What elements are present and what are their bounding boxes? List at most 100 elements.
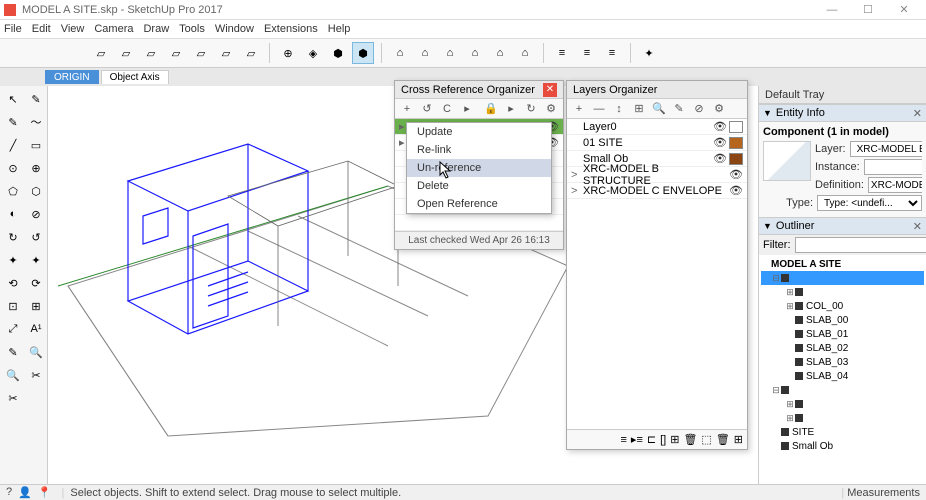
panel-close-icon[interactable]: ✕ — [913, 220, 922, 233]
panel-close-icon[interactable]: ✕ — [913, 107, 922, 120]
layers-list[interactable]: Layer0👁01 SITE👁Small Ob👁>XRC-MODEL B STR… — [567, 119, 747, 199]
maximize-button[interactable]: ☐ — [850, 0, 886, 20]
tool-4[interactable]: ╱ — [2, 134, 24, 156]
toolbar-button-14[interactable]: ⌂ — [464, 42, 486, 64]
layers-bottom-4[interactable]: ⊞ — [670, 433, 679, 446]
toolbar-button-11[interactable]: ⌂ — [389, 42, 411, 64]
tool-13[interactable]: ↺ — [25, 226, 47, 248]
layer-row[interactable]: >XRC-MODEL C ENVELOPE👁 — [567, 183, 747, 199]
tool-5[interactable]: ▭ — [25, 134, 47, 156]
toolbar-button-0[interactable]: ▱ — [90, 42, 112, 64]
toolbar-button-16[interactable]: ⌂ — [514, 42, 536, 64]
tool-8[interactable]: ⬠ — [2, 180, 24, 202]
minimize-button[interactable]: — — [814, 0, 850, 20]
context-menu[interactable]: UpdateRe-linkUn-referenceDeleteOpen Refe… — [406, 122, 552, 214]
user-icon[interactable]: 👤 — [18, 486, 32, 499]
outliner-item[interactable]: ⊞COL_00 — [761, 299, 924, 313]
toolbar-button-8[interactable]: ◈ — [302, 42, 324, 64]
menu-camera[interactable]: Camera — [94, 23, 133, 35]
layers-tool-2[interactable]: ↕ — [611, 101, 627, 117]
outliner-root[interactable]: MODEL A SITE — [761, 257, 924, 271]
tool-11[interactable]: ⊘ — [25, 203, 47, 225]
tool-22[interactable]: ✎ — [2, 341, 24, 363]
toolbar-button-10[interactable]: ⬢ — [352, 42, 374, 64]
definition-input[interactable] — [868, 177, 922, 193]
tool-2[interactable]: ✎ — [2, 111, 24, 133]
instance-input[interactable] — [864, 159, 922, 175]
tool-14[interactable]: ✦ — [2, 249, 24, 271]
tool-12[interactable]: ↻ — [2, 226, 24, 248]
toolbar-button-9[interactable]: ⬢ — [327, 42, 349, 64]
tool-6[interactable]: ⊙ — [2, 157, 24, 179]
geo-icon[interactable]: 📍 — [38, 486, 52, 499]
layers-organizer-panel[interactable]: Layers Organizer +—↕⊞🔍✎⊘⚙ Layer0👁01 SITE… — [566, 80, 748, 450]
outliner-item[interactable]: SLAB_03 — [761, 355, 924, 369]
context-update[interactable]: Update — [407, 123, 551, 141]
tab-object-axis[interactable]: Object Axis — [101, 70, 169, 84]
tool-16[interactable]: ⟲ — [2, 272, 24, 294]
menu-window[interactable]: Window — [215, 23, 254, 35]
tool-0[interactable]: ↖ — [2, 88, 24, 110]
help-icon[interactable]: ? — [6, 486, 12, 499]
menu-tools[interactable]: Tools — [179, 23, 205, 35]
toolbar-button-1[interactable]: ▱ — [115, 42, 137, 64]
menu-extensions[interactable]: Extensions — [264, 23, 318, 35]
toolbar-button-18[interactable]: ≡ — [576, 42, 598, 64]
menu-view[interactable]: View — [61, 23, 85, 35]
tool-10[interactable]: ◐ — [2, 203, 24, 225]
toolbar-button-15[interactable]: ⌂ — [489, 42, 511, 64]
xref-righttool-2[interactable]: ↻ — [523, 101, 539, 117]
tool-15[interactable]: ✦ — [25, 249, 47, 271]
toolbar-button-17[interactable]: ≡ — [551, 42, 573, 64]
toolbar-button-13[interactable]: ⌂ — [439, 42, 461, 64]
context-un-reference[interactable]: Un-reference — [407, 159, 551, 177]
toolbar-button-5[interactable]: ▱ — [215, 42, 237, 64]
xref-righttool-3[interactable]: ⚙ — [543, 101, 559, 117]
tool-26[interactable]: ✂ — [2, 387, 24, 409]
layers-bottom-5[interactable]: 🗑 — [683, 433, 697, 446]
layers-tool-4[interactable]: 🔍 — [651, 101, 667, 117]
outliner-item[interactable]: SLAB_01 — [761, 327, 924, 341]
layer-row[interactable]: Layer0👁 — [567, 119, 747, 135]
layers-bottom-7[interactable]: 🗑 — [716, 433, 730, 446]
context-re-link[interactable]: Re-link — [407, 141, 551, 159]
outliner-tree[interactable]: MODEL A SITE⊟⊞⊞COL_00SLAB_00SLAB_01SLAB_… — [759, 255, 926, 484]
toolbar-button-2[interactable]: ▱ — [140, 42, 162, 64]
toolbar-button-7[interactable]: ⊕ — [277, 42, 299, 64]
tool-18[interactable]: ⊡ — [2, 295, 24, 317]
menu-help[interactable]: Help — [328, 23, 351, 35]
xref-tool-1[interactable]: ↺ — [419, 101, 435, 117]
outliner-item[interactable]: SLAB_02 — [761, 341, 924, 355]
context-delete[interactable]: Delete — [407, 177, 551, 195]
xref-righttool-0[interactable]: 🔒 — [483, 101, 499, 117]
entity-info-header[interactable]: ▼ Entity Info ✕ — [759, 104, 926, 122]
layers-tool-0[interactable]: + — [571, 101, 587, 117]
outliner-item[interactable]: SLAB_04 — [761, 369, 924, 383]
xref-tool-3[interactable]: ▸ — [459, 101, 475, 117]
type-select[interactable]: Type: <undefi... — [817, 195, 922, 211]
layer-row[interactable]: >XRC-MODEL B STRUCTURE👁 — [567, 167, 747, 183]
xref-close-icon[interactable]: ✕ — [543, 83, 557, 97]
tool-7[interactable]: ⊕ — [25, 157, 47, 179]
tool-3[interactable]: 〜 — [25, 111, 47, 133]
tool-25[interactable]: ✂ — [25, 364, 47, 386]
outliner-item[interactable]: ⊟ — [761, 271, 924, 285]
toolbar-button-19[interactable]: ≡ — [601, 42, 623, 64]
layers-tool-1[interactable]: — — [591, 101, 607, 117]
context-open-reference[interactable]: Open Reference — [407, 195, 551, 213]
tab-origin[interactable]: ORIGIN — [45, 70, 99, 84]
layer-select[interactable]: XRC-MODEL B S — [850, 141, 922, 157]
outliner-item[interactable]: ⊞ — [761, 397, 924, 411]
outliner-item[interactable]: Small Ob — [761, 439, 924, 453]
tool-1[interactable]: ✎ — [25, 88, 47, 110]
xref-tool-0[interactable]: + — [399, 101, 415, 117]
toolbar-button-12[interactable]: ⌂ — [414, 42, 436, 64]
tool-23[interactable]: 🔍 — [25, 341, 47, 363]
tool-24[interactable]: 🔍 — [2, 364, 24, 386]
toolbar-button-4[interactable]: ▱ — [190, 42, 212, 64]
layers-bottom-2[interactable]: ⊏ — [647, 433, 656, 446]
outliner-header[interactable]: ▼ Outliner ✕ — [759, 217, 926, 235]
layers-tool-5[interactable]: ✎ — [671, 101, 687, 117]
outliner-item[interactable]: SLAB_00 — [761, 313, 924, 327]
tool-19[interactable]: ⊞ — [25, 295, 47, 317]
